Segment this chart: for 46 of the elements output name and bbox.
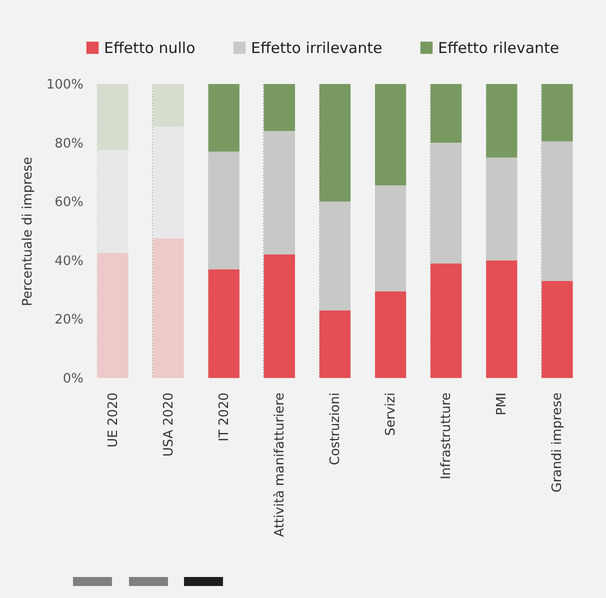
bar: [375, 185, 406, 292]
bar: [97, 84, 128, 150]
x-tick-label: IT 2020: [216, 392, 232, 442]
x-tick-label: Infrastrutture: [439, 392, 454, 480]
y-tick-label: 80%: [54, 136, 84, 152]
legend-label: Effetto rilevante: [438, 38, 560, 57]
bar: [486, 158, 518, 260]
bar: [542, 84, 573, 142]
bar: [208, 269, 240, 378]
legend-label: Effetto nullo: [104, 38, 196, 57]
y-axis-title: Percentuale di imprese: [20, 156, 36, 306]
bar: [319, 84, 351, 202]
legend-label: Effetto irrilevante: [251, 38, 382, 57]
bar: [264, 254, 295, 378]
x-tick-label: UE 2020: [106, 392, 121, 448]
bar: [319, 202, 351, 310]
bar: [264, 84, 295, 132]
bar: [208, 152, 240, 270]
bar: [208, 84, 240, 152]
bar: [542, 141, 573, 281]
bar: [430, 84, 462, 143]
bar: [375, 291, 406, 378]
y-tick-label: 100%: [46, 78, 84, 92]
bar: [97, 150, 128, 254]
y-tick-label: 40%: [54, 254, 84, 269]
x-tick-label: Grandi imprese: [550, 392, 566, 492]
bar: [264, 131, 295, 255]
bar: [486, 84, 518, 158]
bar: [430, 142, 462, 264]
bar: [430, 263, 462, 378]
x-tick-label: Attività manifatturiere: [272, 392, 288, 537]
y-tick-label: 0%: [62, 372, 84, 386]
bar: [97, 253, 128, 378]
x-tick-label: USA 2020: [161, 392, 176, 457]
bar: [542, 280, 573, 378]
x-tick-label: Costruzioni: [328, 392, 343, 466]
bar: [319, 310, 351, 378]
bar: [152, 126, 184, 238]
bar: [486, 260, 518, 378]
x-tick-label: PMI: [494, 392, 510, 416]
x-tick-label: Servizi: [384, 392, 399, 436]
bar: [152, 238, 184, 378]
y-tick-label: 20%: [54, 312, 84, 328]
bar: [375, 84, 406, 186]
y-tick-label: 60%: [54, 195, 84, 210]
bar: [152, 84, 184, 127]
